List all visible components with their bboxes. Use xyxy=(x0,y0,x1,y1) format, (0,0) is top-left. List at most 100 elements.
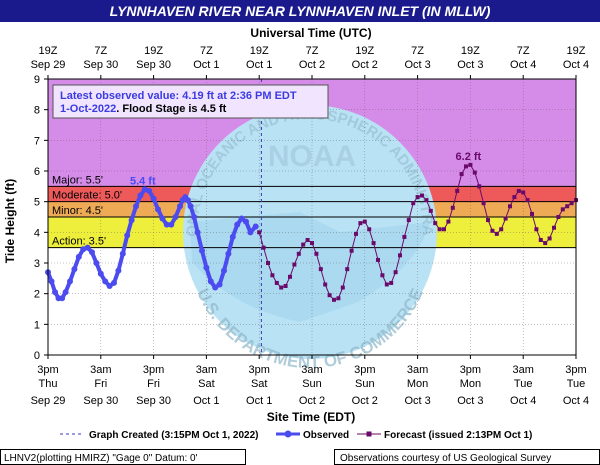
watermark-bird-shape xyxy=(190,212,430,322)
observed-point xyxy=(128,217,135,224)
top-tick-date: Oct 4 xyxy=(563,59,589,71)
forecast-point xyxy=(499,227,504,232)
legend: Graph Created (3:15PM Oct 1, 2022) Obser… xyxy=(60,430,532,441)
bottom-tick-day: Sat xyxy=(198,378,215,390)
forecast-point xyxy=(459,172,464,177)
observed-point xyxy=(225,250,232,257)
top-tick-label: 7Z xyxy=(306,45,319,57)
forecast-point xyxy=(380,273,385,278)
top-axis-ticks: 19Z Sep 29 7Z Sep 30 19Z Sep 30 7Z Oct 1 19Z Oct … xyxy=(31,45,589,79)
forecast-point xyxy=(301,242,306,247)
observed-point xyxy=(159,215,166,222)
top-tick-label: 7Z xyxy=(411,45,424,57)
bottom-tick-day: Thu xyxy=(39,378,58,390)
forecast-point xyxy=(270,273,275,278)
forecast-point xyxy=(468,162,473,167)
top-tick-label: 19Z xyxy=(144,45,163,57)
top-tick-label: 7Z xyxy=(200,45,213,57)
forecast-point xyxy=(556,215,561,219)
legend-forecast-label: Forecast (issued 2:13PM Oct 1) xyxy=(384,430,532,441)
bottom-tick-day: Sat xyxy=(251,378,268,390)
observed-point xyxy=(93,260,100,266)
y-tick-label: 2 xyxy=(34,289,40,301)
stage-labels: Major: 5.5' Moderate: 5.0' Minor: 4.5' Acti… xyxy=(48,174,576,249)
observed-point xyxy=(97,270,104,277)
y-tick-label: 1 xyxy=(34,319,40,331)
bottom-tick-label: 3pm xyxy=(460,364,481,376)
forecast-point xyxy=(292,262,297,267)
forecast-point xyxy=(266,261,270,265)
forecast-point xyxy=(402,234,407,239)
observed-point xyxy=(155,206,161,213)
y-tick-label: 3 xyxy=(34,258,40,270)
forecast-point xyxy=(358,221,363,226)
bottom-tick-day: Sun xyxy=(355,378,375,390)
top-tick-label: 19Z xyxy=(355,45,374,57)
station-info: LHNV2(plotting HMIRZ) "Gage 0" Datum: 0' xyxy=(4,453,198,464)
forecast-point xyxy=(428,208,433,213)
forecast-point xyxy=(336,296,341,301)
observed-point xyxy=(238,215,245,222)
bottom-tick-day: Sun xyxy=(302,378,322,390)
bottom-tick-label: 3am xyxy=(301,364,322,376)
forecast-point xyxy=(261,245,266,250)
forecast-point xyxy=(455,188,460,193)
observed-point xyxy=(243,218,249,225)
forecast-point xyxy=(398,253,402,258)
forecast-point xyxy=(332,297,336,302)
top-tick-label: 19Z xyxy=(567,45,586,57)
stage-label-action: Action: 3.5' xyxy=(52,236,106,248)
observed-point xyxy=(216,281,223,288)
observed-point xyxy=(59,295,66,302)
bottom-tick-day: Mon xyxy=(407,378,428,390)
top-axis-title: Universal Time (UTC) xyxy=(250,26,371,40)
observed-point xyxy=(199,247,205,254)
observed-series xyxy=(45,186,259,302)
bottom-tick-date: Oct 2 xyxy=(352,395,378,407)
forecast-point xyxy=(442,227,446,232)
y-tick-label: 5 xyxy=(34,197,40,209)
observed-point xyxy=(221,267,227,274)
forecast-point xyxy=(437,227,442,232)
forecast-point xyxy=(393,270,398,275)
peak-label: 5.4 ft xyxy=(130,175,156,187)
forecast-point xyxy=(420,193,424,198)
bottom-tick-date: Oct 3 xyxy=(457,395,483,407)
forecast-point xyxy=(490,228,495,233)
forecast-point xyxy=(310,241,314,246)
bottom-tick-date: Oct 1 xyxy=(193,395,219,407)
forecast-series xyxy=(257,162,578,302)
watermark-center-text: NOAA xyxy=(268,140,356,173)
stage-label-moderate: Moderate: 5.0' xyxy=(52,190,122,202)
forecast-point xyxy=(433,221,438,226)
observed-point xyxy=(75,253,82,260)
latest-value-text: Latest observed value: 4.19 ft at 2:36 P… xyxy=(60,90,297,102)
top-tick-date: Oct 4 xyxy=(510,59,536,71)
plot-area: NATIONAL OCEANIC AND ATMOSPHERIC ADMINIS… xyxy=(0,0,578,372)
observed-point xyxy=(172,214,179,220)
bottom-tick-label: 3am xyxy=(90,364,111,376)
forecast-point xyxy=(305,238,310,242)
forecast-point xyxy=(450,205,455,210)
forecast-point xyxy=(354,231,358,236)
bottom-tick-label: 3pm xyxy=(248,364,269,376)
forecast-point xyxy=(288,274,292,279)
y-tick-label: 0 xyxy=(34,350,40,362)
observed-point xyxy=(163,221,170,228)
forecast-point xyxy=(376,257,380,262)
bottom-tick-date: Sep 29 xyxy=(31,395,66,407)
forecast-point xyxy=(552,225,556,230)
observed-point xyxy=(177,203,183,210)
observed-point xyxy=(187,203,194,210)
observed-point xyxy=(71,266,78,273)
forecast-point xyxy=(446,219,451,224)
bottom-tick-label: 3pm xyxy=(354,364,375,376)
legend-created-label: Graph Created (3:15PM Oct 1, 2022) xyxy=(89,430,259,441)
observed-point xyxy=(102,278,109,285)
top-tick-date: Sep 30 xyxy=(136,59,171,71)
bottom-tick-label: 3am xyxy=(512,364,533,376)
top-tick-date: Sep 29 xyxy=(31,59,66,71)
forecast-point xyxy=(530,211,534,216)
top-tick-date: Oct 2 xyxy=(352,59,378,71)
